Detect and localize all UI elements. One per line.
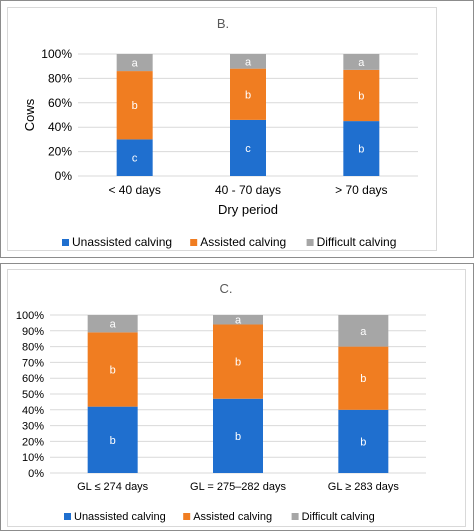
- y-tick-label: 40%: [22, 405, 44, 417]
- bar-significance-label: a: [235, 315, 242, 327]
- bar-segment-unassisted-calving: [213, 398, 263, 473]
- bar-significance-label: b: [360, 373, 366, 385]
- legend-label: Assisted calving: [193, 511, 272, 523]
- y-tick-label: 20%: [48, 145, 72, 159]
- x-category-label: < 40 days: [108, 183, 160, 197]
- bar-segment-assisted-calving: [213, 324, 263, 399]
- chart-title: C.: [220, 281, 233, 296]
- bar-segment-difficult-calving: [116, 54, 153, 72]
- y-tick-label: 10%: [22, 452, 44, 464]
- bar-segment-difficult-calving: [213, 315, 263, 325]
- y-tick-label: 20%: [22, 436, 44, 448]
- bar-segment-assisted-calving: [116, 71, 153, 140]
- legend-swatch: [183, 513, 191, 520]
- y-tick-label: 0%: [55, 169, 73, 183]
- x-category-label: GL = 275–282 days: [190, 481, 286, 493]
- chart-b-svg: B. 0% 20% 40% 60% 80% 100% Cows c b a < 40 days c b a 4…: [22, 16, 418, 249]
- bar-significance-label: b: [358, 144, 364, 156]
- bar-segment-unassisted-calving: [343, 121, 380, 176]
- legend-label: Difficult calving: [302, 511, 375, 523]
- y-axis-title: Cows: [22, 98, 37, 131]
- y-tick-label: 80%: [22, 342, 44, 354]
- bar-significance-label: b: [235, 431, 241, 443]
- y-tick-label: 60%: [22, 373, 44, 385]
- y-tick-label: 100%: [16, 310, 44, 322]
- bar-significance-label: a: [358, 57, 365, 69]
- legend-label: Unassisted calving: [74, 511, 166, 523]
- bar-significance-label: b: [110, 435, 116, 447]
- legend-swatch: [190, 239, 198, 246]
- legend-swatch: [64, 513, 71, 520]
- bar-significance-label: a: [132, 58, 139, 70]
- y-tick-label: 40%: [48, 120, 72, 134]
- x-category-label: 40 - 70 days: [215, 183, 281, 197]
- y-tick-label: 30%: [22, 421, 44, 433]
- bar-significance-label: b: [110, 365, 116, 377]
- legend-swatch: [306, 239, 314, 246]
- bar-segment-unassisted-calving: [230, 119, 266, 176]
- x-category-label: GL ≤ 274 days: [77, 481, 149, 493]
- legend-swatch: [62, 239, 69, 246]
- chart-area-b: B. 0% 20% 40% 60% 80% 100% Cows c b a < 40 days c b a 4…: [7, 7, 437, 251]
- bar-significance-label: a: [360, 326, 367, 338]
- chart-title: B.: [217, 16, 229, 31]
- bar-segment-difficult-calving: [338, 315, 389, 347]
- bar-segment-assisted-calving: [87, 332, 138, 407]
- y-tick-label: 90%: [22, 326, 44, 338]
- bar-segment-unassisted-calving: [338, 409, 389, 473]
- legend-label: Unassisted calving: [72, 235, 172, 249]
- bar-segment-difficult-calving: [343, 54, 380, 70]
- x-category-label: GL ≥ 283 days: [328, 481, 400, 493]
- bar-segment-unassisted-calving: [87, 406, 138, 473]
- y-tick-label: 100%: [41, 47, 72, 61]
- legend-swatch: [291, 513, 299, 520]
- y-tick-label: 70%: [22, 357, 44, 369]
- bar-segment-assisted-calving: [230, 68, 266, 120]
- legend-label: Assisted calving: [200, 235, 286, 249]
- bar-significance-label: b: [358, 90, 364, 102]
- bar-segment-difficult-calving: [87, 315, 138, 333]
- y-tick-label: 80%: [48, 71, 72, 85]
- y-tick-label: 0%: [28, 468, 44, 480]
- y-tick-label: 50%: [22, 389, 44, 401]
- chart-panel-b: B. 0% 20% 40% 60% 80% 100% Cows c b a < 40 days c b a 4…: [0, 0, 474, 258]
- bar-significance-label: a: [245, 56, 252, 68]
- bar-segment-assisted-calving: [338, 346, 389, 410]
- x-category-label: > 70 days: [335, 183, 387, 197]
- chart-area-c: C. 0% 10% 20% 30% 40% 50% 60% 70% 80% 90% 100% b b a GL…: [7, 269, 466, 527]
- bar-significance-label: b: [235, 357, 241, 369]
- chart-panel-c: C. 0% 10% 20% 30% 40% 50% 60% 70% 80% 90% 100% b b a GL…: [0, 263, 474, 531]
- bar-segment-unassisted-calving: [116, 139, 153, 176]
- bar-significance-label: c: [245, 143, 251, 155]
- x-axis-title: Dry period: [218, 202, 278, 217]
- bar-significance-label: b: [132, 100, 138, 112]
- legend-label: Difficult calving: [317, 235, 397, 249]
- chart-c-svg: C. 0% 10% 20% 30% 40% 50% 60% 70% 80% 90% 100% b b a GL…: [16, 281, 426, 523]
- bar-significance-label: a: [110, 319, 117, 331]
- bar-significance-label: c: [132, 153, 138, 165]
- bar-significance-label: b: [245, 89, 251, 101]
- y-tick-label: 60%: [48, 96, 72, 110]
- bar-segment-difficult-calving: [230, 54, 266, 69]
- bar-segment-assisted-calving: [343, 69, 380, 122]
- bar-significance-label: b: [360, 436, 366, 448]
